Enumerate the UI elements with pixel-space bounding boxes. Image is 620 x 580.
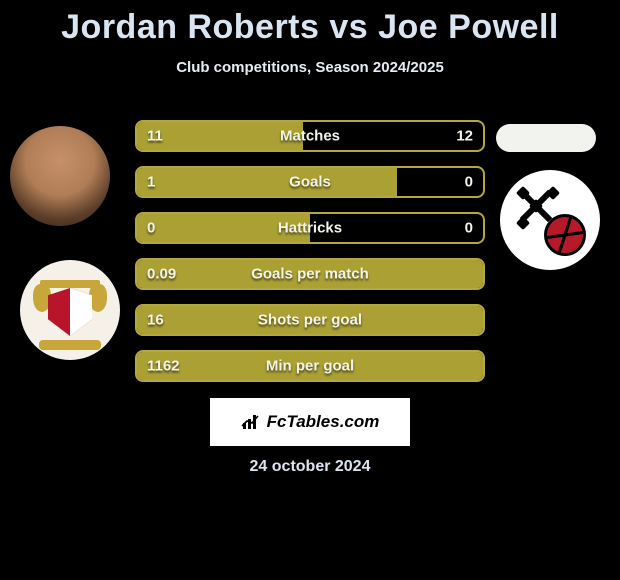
stat-value-left: 1 xyxy=(147,174,155,191)
stat-label: Min per goal xyxy=(266,358,354,375)
stat-row: 1 Goals 0 xyxy=(135,166,485,198)
stat-value-left: 0 xyxy=(147,220,155,237)
stat-row: 16 Shots per goal xyxy=(135,304,485,336)
stat-value-left: 16 xyxy=(147,312,164,329)
stats-chart: 11 Matches 12 1 Goals 0 0 Hattricks 0 0.09 Goals p… xyxy=(135,120,485,396)
stat-label: Hattricks xyxy=(278,220,342,237)
subtitle: Club competitions, Season 2024/2025 xyxy=(0,59,620,76)
attribution-text: FcTables.com xyxy=(267,412,380,432)
attribution-badge: FcTables.com xyxy=(210,398,410,446)
stat-label: Goals xyxy=(289,174,331,191)
stat-fill xyxy=(137,168,397,196)
stat-label: Goals per match xyxy=(251,266,369,283)
stat-value-right: 0 xyxy=(465,220,473,237)
stat-value-left: 11 xyxy=(147,128,163,145)
stat-value-left: 1162 xyxy=(147,358,180,375)
stat-row: 0.09 Goals per match xyxy=(135,258,485,290)
player1-photo xyxy=(10,126,110,226)
player2-photo xyxy=(496,124,596,152)
stat-row: 1162 Min per goal xyxy=(135,350,485,382)
stat-label: Shots per goal xyxy=(258,312,362,329)
stat-row: 11 Matches 12 xyxy=(135,120,485,152)
stat-label: Matches xyxy=(280,128,340,145)
player2-club-crest xyxy=(500,170,600,270)
stat-value-left: 0.09 xyxy=(147,266,176,283)
stat-value-right: 0 xyxy=(465,174,473,191)
chart-icon xyxy=(241,413,261,431)
player1-club-crest xyxy=(20,260,120,360)
stat-row: 0 Hattricks 0 xyxy=(135,212,485,244)
page-title: Jordan Roberts vs Joe Powell xyxy=(0,0,620,47)
stat-value-right: 12 xyxy=(456,128,473,145)
date-label: 24 october 2024 xyxy=(250,458,371,476)
